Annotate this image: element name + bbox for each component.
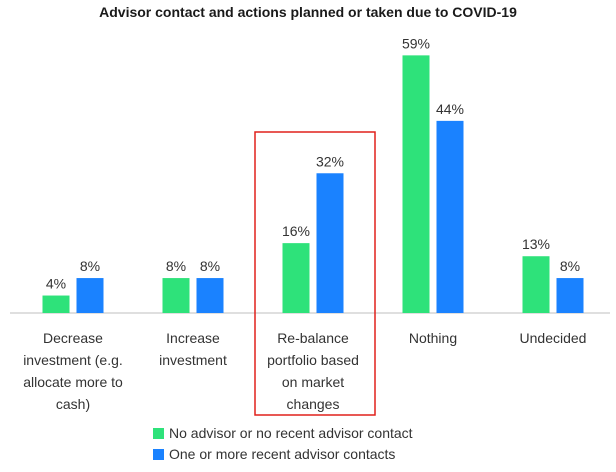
bar-series1-cat5: [522, 256, 550, 313]
category-label-5-line-1: Undecided: [520, 330, 587, 346]
value-label-series2-cat3: 32%: [316, 153, 344, 169]
bar-series1-cat2: [162, 278, 190, 313]
legend-swatch-2: [153, 449, 164, 460]
category-label-2-line-2: investment: [159, 352, 227, 368]
value-label-series1-cat1: 4%: [46, 276, 66, 292]
legend-label-2: One or more recent advisor contacts: [169, 446, 395, 462]
bar-series2-cat5: [556, 278, 584, 313]
bar-series2-cat1: [76, 278, 104, 313]
category-label-3-line-4: changes: [287, 396, 340, 412]
legend-swatch-1: [153, 428, 164, 439]
category-label-2-line-1: Increase: [166, 330, 220, 346]
category-label-1-line-2: investment (e.g.: [23, 352, 123, 368]
bar-series1-cat1: [42, 295, 70, 313]
bar-series2-cat2: [196, 278, 224, 313]
category-label-4-line-1: Nothing: [409, 330, 457, 346]
bar-series2-cat3: [316, 173, 344, 313]
value-label-series2-cat1: 8%: [80, 258, 100, 274]
category-label-1-line-1: Decrease: [43, 330, 103, 346]
value-label-series2-cat4: 44%: [436, 101, 464, 117]
bar-series1-cat3: [282, 243, 310, 313]
bar-series2-cat4: [436, 120, 464, 313]
category-label-3-line-1: Re-balance: [277, 330, 349, 346]
highlight-box: [254, 131, 376, 416]
category-label-1-line-3: allocate more to: [23, 374, 123, 390]
category-label-3-line-2: portfolio based: [267, 352, 359, 368]
bar-series1-cat4: [402, 55, 430, 313]
value-label-series1-cat5: 13%: [522, 236, 550, 252]
value-label-series1-cat4: 59%: [402, 35, 430, 51]
chart-title: Advisor contact and actions planned or t…: [99, 4, 517, 20]
category-label-1-line-4: cash): [56, 396, 90, 412]
value-label-series1-cat3: 16%: [282, 223, 310, 239]
value-label-series1-cat2: 8%: [166, 258, 186, 274]
category-label-3-line-3: on market: [282, 374, 344, 390]
legend-label-1: No advisor or no recent advisor contact: [169, 425, 413, 441]
value-label-series2-cat2: 8%: [200, 258, 220, 274]
value-label-series2-cat5: 8%: [560, 258, 580, 274]
